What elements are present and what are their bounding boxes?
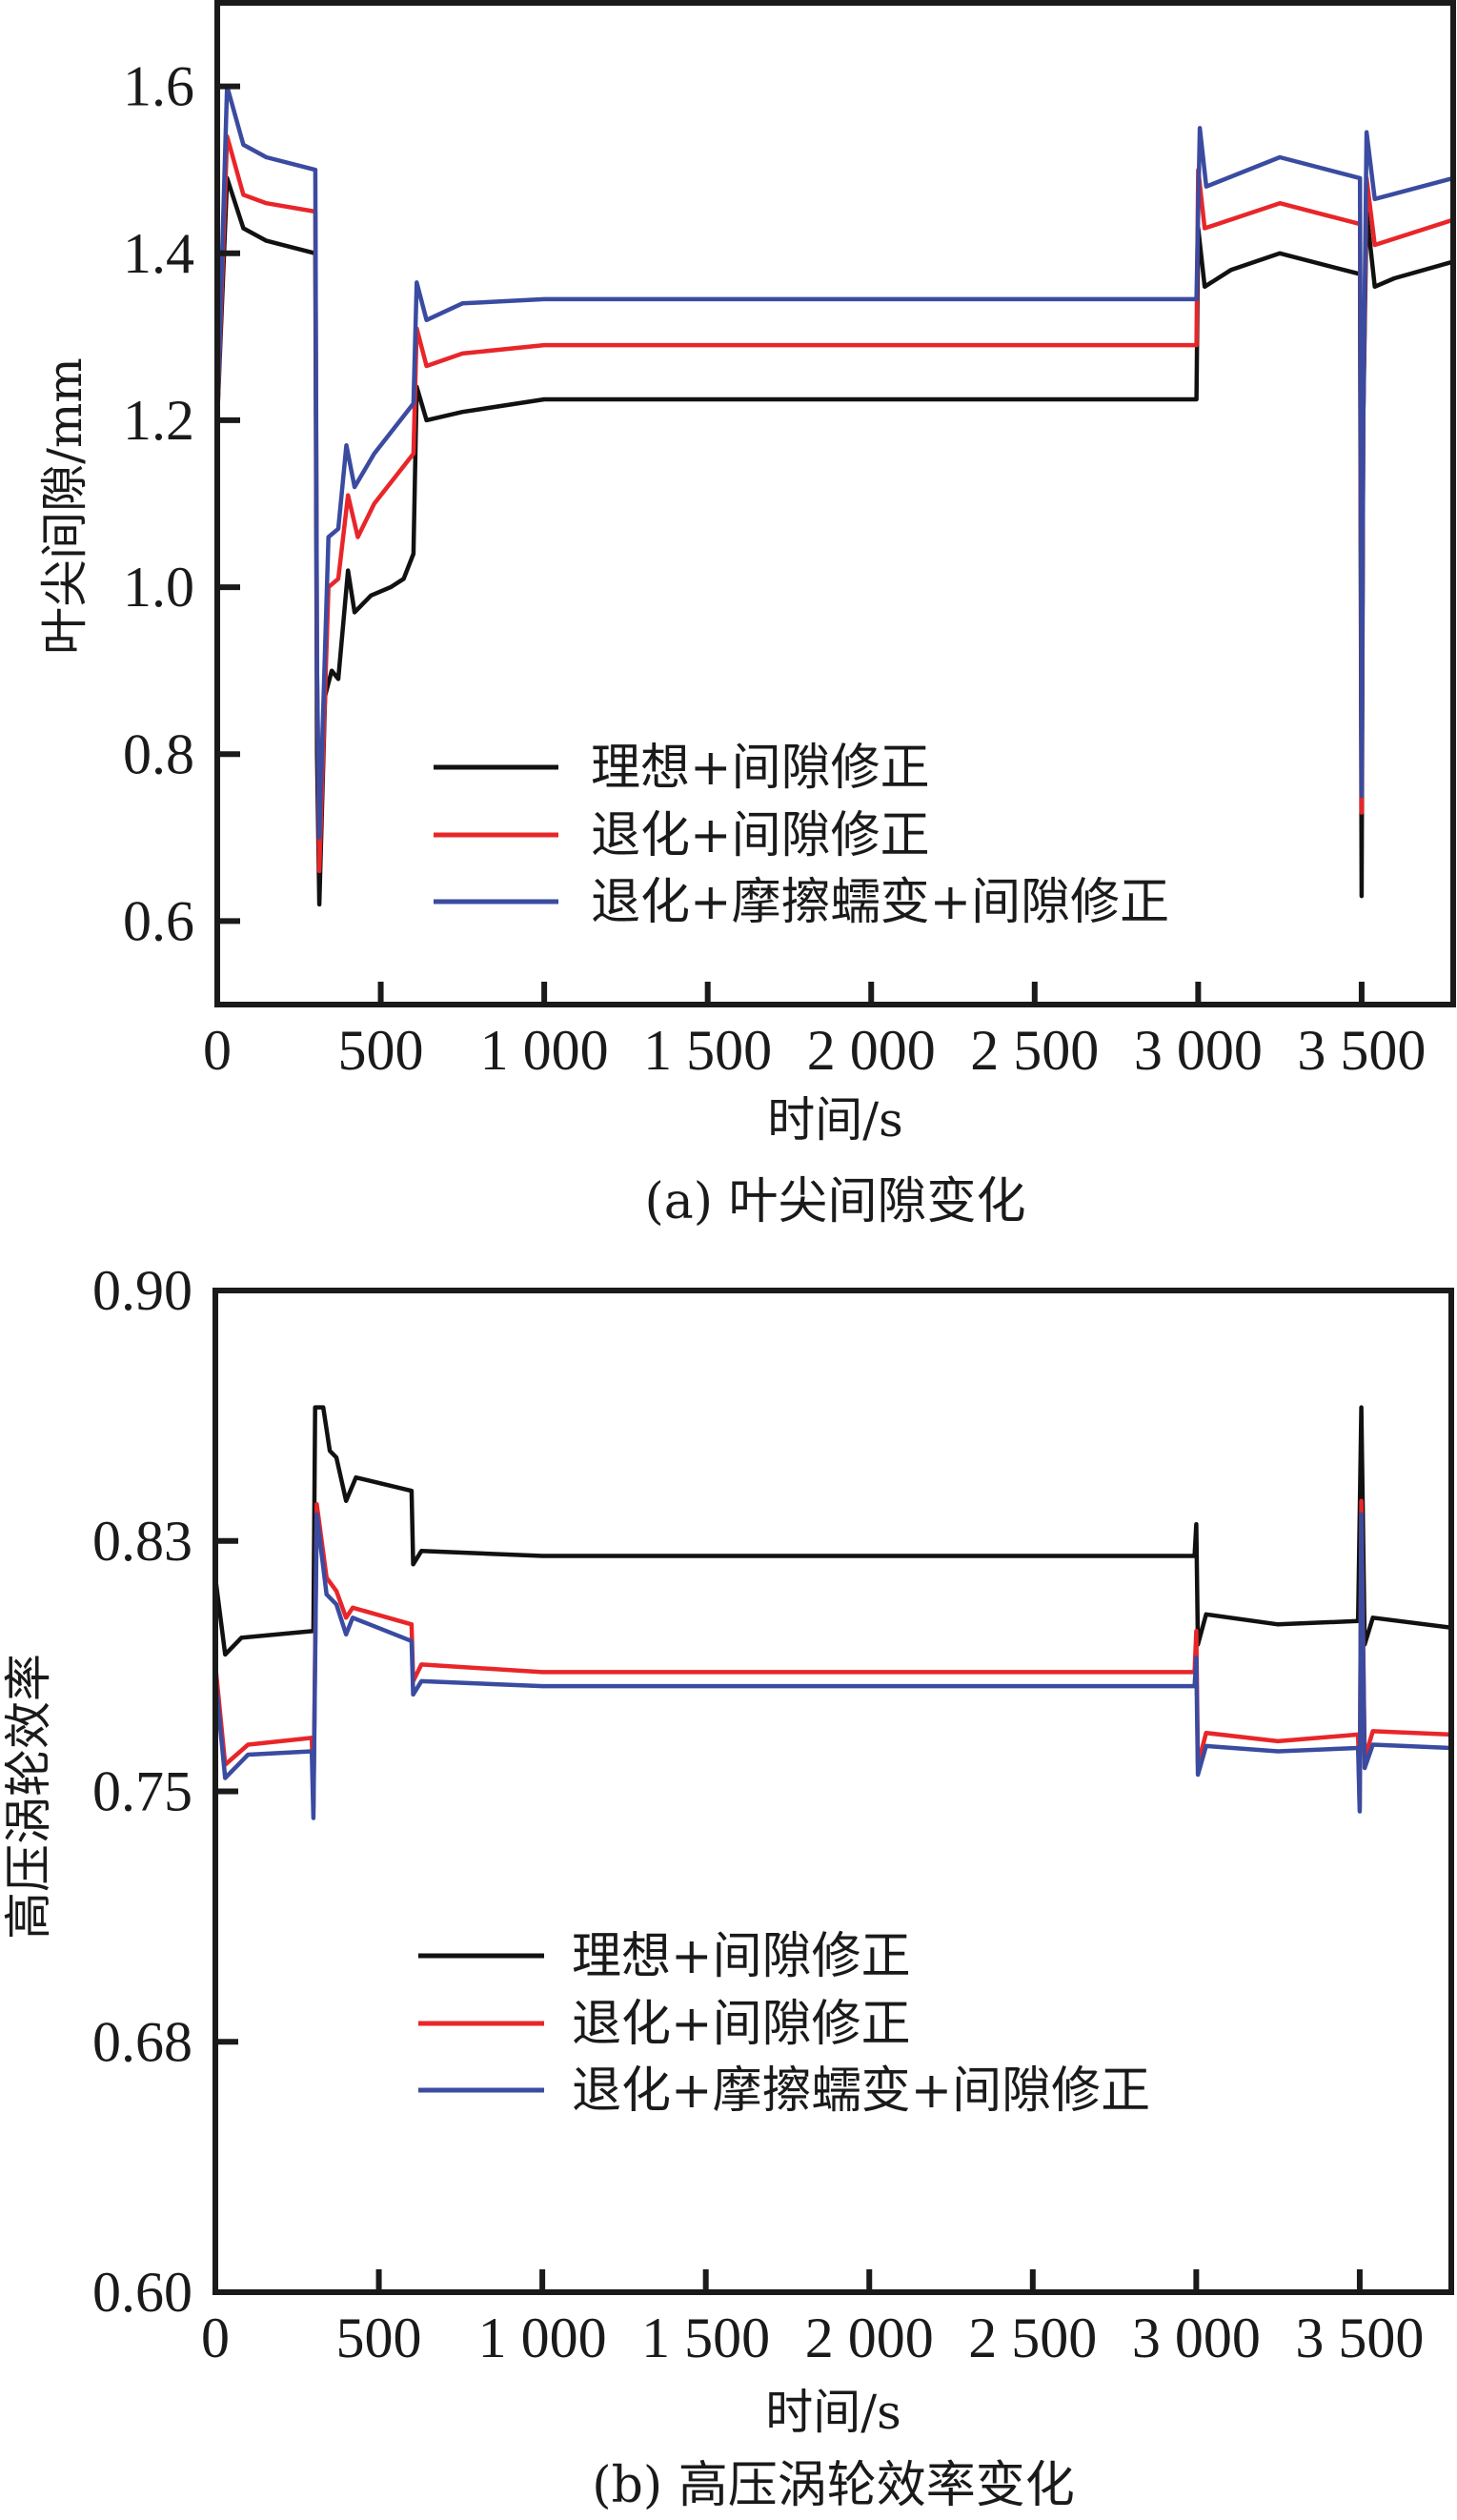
x-tick-label: 3 500 [1295, 2307, 1424, 2369]
x-tick-label: 0 [201, 2307, 230, 2369]
series-line-1 [215, 1498, 1451, 1811]
x-tick-label: 3 000 [1132, 2307, 1261, 2369]
plot-frame [214, 0, 1456, 1007]
y-tick-label: 0.75 [92, 1760, 192, 1823]
x-tick-label: 2 000 [807, 1019, 936, 1082]
x-tick-label: 2 500 [970, 1019, 1099, 1082]
y-tick-label: 1.2 [123, 389, 194, 452]
x-tick-label: 0 [203, 1019, 232, 1082]
series-line-2 [217, 84, 1453, 841]
y-axis-title: 高压涡轮效率 [1, 1654, 56, 1940]
x-tick-label: 1 500 [643, 1019, 772, 1082]
x-tick-label: 500 [336, 2307, 422, 2369]
y-tick-label: 0.83 [92, 1510, 192, 1573]
y-tick-label: 1.6 [123, 55, 194, 118]
x-tick-label: 2 000 [805, 2307, 934, 2369]
x-axis-title: 时间/s [765, 2385, 901, 2440]
legend-label: 退化+摩擦蠕变+间隙修正 [572, 2063, 1150, 2120]
legend-label: 退化+间隙修正 [572, 1996, 911, 2053]
legend-label: 退化+间隙修正 [591, 807, 930, 864]
x-tick-label: 1 000 [478, 2307, 607, 2369]
y-tick-label: 0.68 [92, 2010, 192, 2073]
legend-label: 理想+间隙修正 [591, 740, 930, 797]
plot-frame [212, 1288, 1454, 2295]
x-tick-label: 500 [338, 1019, 424, 1082]
figure-caption: (a) 叶尖间隙变化 [644, 1173, 1025, 1230]
y-tick-label: 1.0 [123, 556, 194, 619]
x-axis-title: 时间/s [767, 1092, 903, 1148]
y-tick-label: 1.4 [123, 222, 194, 285]
y-axis-title: 叶尖间隙/mm [37, 357, 92, 655]
y-tick-label: 0.60 [92, 2261, 192, 2324]
x-tick-label: 3 500 [1297, 1019, 1426, 1082]
x-tick-label: 1 500 [641, 2307, 770, 2369]
chart-b-turbine-efficiency: 0 500 1 000 1 500 2 000 2 500 3 000 3 500 0.60 0.… [1, 1259, 1454, 2514]
series-line-2 [215, 1512, 1451, 1820]
chart-a-tip-clearance: 0 500 1 000 1 500 2 000 2 500 3 000 3 500 0.6 0.8… [37, 0, 1456, 1230]
series-line-0 [215, 1405, 1451, 1657]
figure-caption: (b) 高压涡轮效率变化 [592, 2457, 1074, 2514]
y-tick-label: 0.6 [123, 889, 194, 952]
x-tick-label: 1 000 [480, 1019, 609, 1082]
y-tick-label: 0.8 [123, 722, 194, 785]
legend-label: 退化+摩擦蠕变+间隙修正 [591, 874, 1169, 931]
y-tick-label: 0.90 [92, 1259, 192, 1322]
legend-label: 理想+间隙修正 [572, 1928, 911, 1985]
x-tick-label: 3 000 [1134, 1019, 1263, 1082]
x-tick-label: 2 500 [968, 2307, 1097, 2369]
